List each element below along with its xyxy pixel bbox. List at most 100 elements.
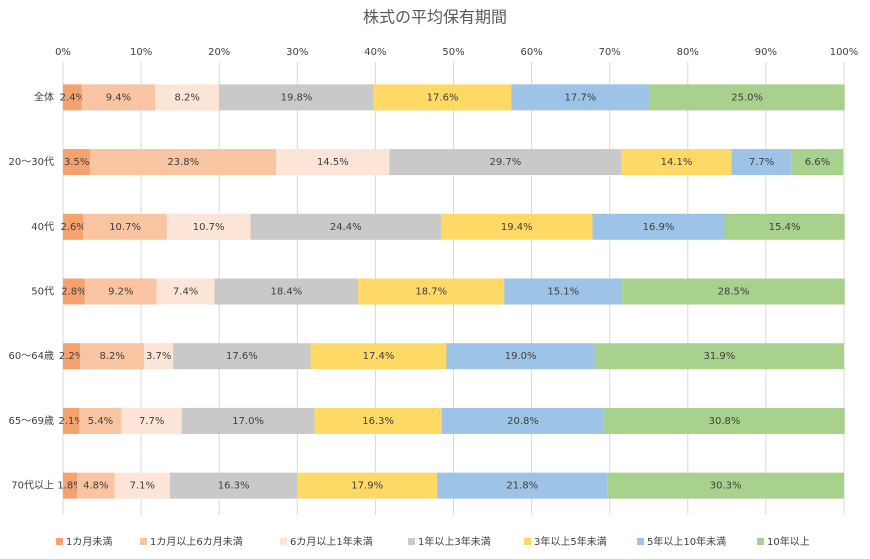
- data-label: 30.3%: [710, 481, 742, 492]
- data-label: 2.2%: [59, 351, 84, 362]
- data-label: 10.7%: [109, 222, 141, 233]
- data-label: 28.5%: [718, 287, 750, 298]
- bar-segment: [592, 213, 725, 240]
- data-label: 6.6%: [805, 157, 830, 168]
- bar-segment: [297, 472, 438, 499]
- bar-segment: [169, 472, 298, 499]
- legend-swatch: [637, 538, 644, 545]
- bar-segment: [310, 343, 447, 370]
- y-tick-label: 65～69歳: [9, 415, 54, 427]
- data-label: 15.4%: [769, 222, 801, 233]
- data-label: 30.8%: [709, 416, 741, 427]
- data-label: 14.1%: [661, 157, 693, 168]
- data-label: 7.1%: [130, 481, 155, 492]
- data-label: 16.9%: [643, 222, 675, 233]
- chart-title: 株式の平均保有期間: [363, 8, 507, 27]
- bar-segment: [63, 213, 84, 240]
- bar-segment: [83, 213, 167, 240]
- bar-segment: [84, 278, 157, 305]
- bar-segment: [63, 278, 85, 305]
- data-label: 9.4%: [106, 92, 131, 103]
- x-tick-label: 90%: [755, 47, 777, 58]
- data-label: 25.0%: [731, 92, 763, 103]
- y-tick-label: 50代: [31, 286, 54, 298]
- bar-segment: [144, 343, 174, 370]
- bar-segment: [373, 84, 512, 111]
- x-tick-label: 70%: [599, 47, 621, 58]
- legend-swatch: [280, 538, 287, 545]
- bar-segment: [276, 149, 390, 176]
- bar-segment: [314, 407, 442, 434]
- data-label: 7.7%: [749, 157, 774, 168]
- data-label: 7.4%: [173, 287, 198, 298]
- bar-segment: [441, 213, 593, 240]
- bar-segment: [80, 343, 145, 370]
- bar-segment: [63, 407, 80, 434]
- bar-segment: [731, 149, 792, 176]
- x-tick-label: 50%: [442, 47, 464, 58]
- y-tick-label: 70代以上: [11, 480, 54, 492]
- data-label: 3.7%: [146, 351, 171, 362]
- bar-segment: [77, 472, 115, 499]
- data-label: 1.8%: [57, 481, 82, 492]
- bar-segment: [358, 278, 505, 305]
- data-label: 2.6%: [60, 222, 85, 233]
- bar-segment: [622, 278, 845, 305]
- x-tick-label: 40%: [364, 47, 386, 58]
- bar-segment: [621, 149, 732, 176]
- bar-segment: [389, 149, 622, 176]
- bar-segment: [649, 84, 845, 111]
- x-tick-label: 60%: [520, 47, 542, 58]
- bar-segment: [511, 84, 650, 111]
- legend-swatch: [408, 538, 415, 545]
- x-tick-label: 80%: [677, 47, 699, 58]
- bar-segment: [437, 472, 608, 499]
- y-tick-label: 20～30代: [9, 156, 54, 168]
- data-label: 20.8%: [507, 416, 539, 427]
- bar-segment: [79, 407, 122, 434]
- y-tick-label: 40代: [31, 221, 54, 233]
- bar-segment: [173, 343, 311, 370]
- bar-segment: [114, 472, 170, 499]
- bar-segment: [63, 472, 78, 499]
- data-label: 19.8%: [281, 92, 313, 103]
- bar-segment: [166, 213, 251, 240]
- data-label: 17.6%: [427, 92, 459, 103]
- data-label: 17.6%: [226, 351, 258, 362]
- data-label: 14.5%: [317, 157, 349, 168]
- legend-label: 10年以上: [767, 535, 810, 548]
- bar-segment: [446, 343, 595, 370]
- data-label: 23.8%: [167, 157, 199, 168]
- data-label: 19.4%: [501, 222, 533, 233]
- bar-segment: [607, 472, 844, 499]
- data-label: 2.1%: [58, 416, 83, 427]
- bar-segment: [504, 278, 623, 305]
- data-label: 17.4%: [363, 351, 395, 362]
- data-label: 8.2%: [99, 351, 124, 362]
- bar-segment: [63, 84, 82, 111]
- x-tick-label: 10%: [130, 47, 152, 58]
- bar-segment: [604, 407, 845, 434]
- legend-label: 1カ月以上6カ月未満: [150, 536, 243, 548]
- bar-segment: [219, 84, 374, 111]
- data-label: 21.8%: [506, 481, 538, 492]
- data-label: 16.3%: [218, 481, 250, 492]
- bar-segment: [90, 149, 277, 176]
- data-label: 24.4%: [330, 222, 362, 233]
- x-tick-label: 30%: [286, 47, 308, 58]
- bar-segment: [155, 84, 220, 111]
- legend-label: 5年以上10年未満: [647, 535, 726, 548]
- data-label: 4.8%: [83, 481, 108, 492]
- data-label: 18.4%: [270, 287, 302, 298]
- legend-label: 6カ月以上1年未満: [290, 535, 373, 548]
- data-label: 3.5%: [64, 157, 89, 168]
- data-label: 19.0%: [505, 351, 537, 362]
- x-tick-label: 100%: [830, 47, 859, 58]
- data-label: 17.9%: [351, 481, 383, 492]
- bar-segment: [214, 278, 359, 305]
- data-label: 18.7%: [415, 287, 447, 298]
- data-label: 31.9%: [704, 351, 736, 362]
- bar-segment: [181, 407, 315, 434]
- bar-segment: [791, 149, 844, 176]
